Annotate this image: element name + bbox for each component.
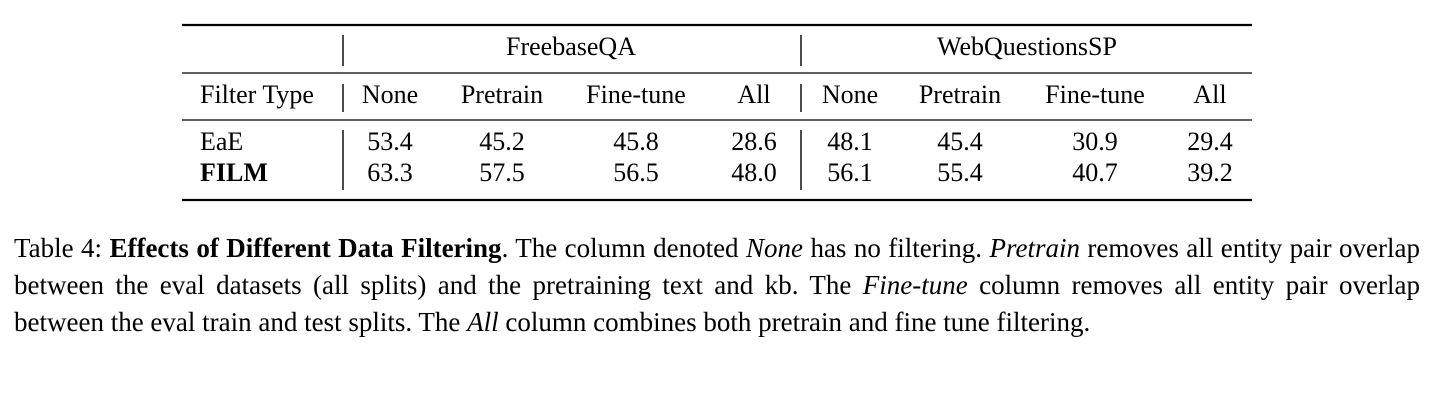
cell-value: 45.2 — [479, 127, 525, 156]
column-header: Fine-tune — [1045, 80, 1145, 109]
table-caption: Table 4: Effects of Different Data Filte… — [14, 230, 1420, 341]
cell-value: 40.7 — [1072, 158, 1118, 187]
cell-value: 28.6 — [731, 127, 777, 156]
results-table: FreebaseQA WebQuestionsSP Filter Type None P… — [182, 23, 1252, 202]
caption-text: removes all entity pair overlap between … — [14, 233, 1421, 300]
cell-value: 45.8 — [613, 127, 659, 156]
column-header: Pretrain — [461, 80, 543, 109]
column-header: None — [822, 80, 878, 109]
caption-term: Fine-tune — [862, 270, 968, 300]
caption-title: Effects of Different Data Filtering — [109, 233, 502, 263]
group-header: WebQuestionsSP — [937, 32, 1117, 61]
row-label: FILM — [200, 158, 268, 187]
group-header: FreebaseQA — [506, 32, 636, 61]
cell-value: 39.2 — [1187, 158, 1233, 187]
caption-text: column removes all entity pair overlap b… — [14, 270, 1421, 337]
cell-value: 48.0 — [731, 158, 777, 187]
caption-text: . The column denoted — [501, 233, 739, 263]
column-header: None — [362, 80, 418, 109]
cell-value: 56.5 — [613, 158, 659, 187]
column-header: All — [1193, 80, 1226, 109]
cell-value: 29.4 — [1187, 127, 1233, 156]
cell-value: 53.4 — [367, 127, 413, 156]
cell-value: 48.1 — [827, 127, 873, 156]
caption-label: Table 4: — [14, 233, 103, 263]
caption-term: Pretrain — [989, 233, 1080, 263]
caption-term: None — [746, 233, 803, 263]
row-label: EaE — [200, 127, 243, 156]
column-header: All — [737, 80, 770, 109]
caption-text: column combines both pretrain and fine t… — [505, 307, 1091, 337]
cell-value: 30.9 — [1072, 127, 1118, 156]
column-separators — [342, 35, 802, 190]
cell-value: 57.5 — [479, 158, 525, 187]
cell-value: 45.4 — [937, 127, 983, 156]
cell-value: 55.4 — [937, 158, 983, 187]
caption-term: All — [467, 307, 499, 337]
column-header: Filter Type — [200, 80, 314, 109]
caption-text: has no filtering. — [810, 233, 983, 263]
cell-value: 56.1 — [827, 158, 873, 187]
column-header: Pretrain — [919, 80, 1001, 109]
column-header: Fine-tune — [586, 80, 686, 109]
cell-value: 63.3 — [367, 158, 413, 187]
